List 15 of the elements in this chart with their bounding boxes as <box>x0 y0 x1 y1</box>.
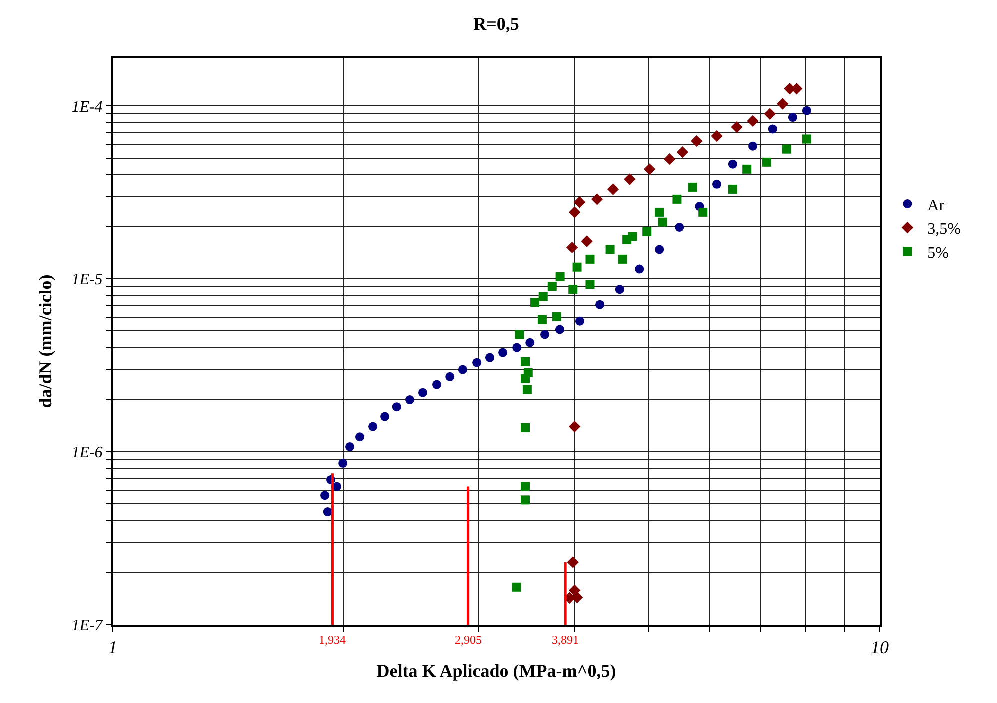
legend-label: 5% <box>928 244 949 262</box>
annotation: 2,905 <box>455 633 482 647</box>
y-tick-label: 1E-5 <box>72 272 103 289</box>
y-tick-label: 1E-6 <box>72 444 103 462</box>
x-tick-label: 10 <box>871 638 889 658</box>
annotation: 1,934 <box>319 633 346 647</box>
legend-label: 3,5% <box>928 221 961 238</box>
x-axis-title: Delta K Aplicado (MPa-m^0,5) <box>376 661 616 682</box>
chart-title: R=0,5 <box>474 14 520 34</box>
annotation: 3,891 <box>552 633 579 647</box>
legend-label: Ar <box>928 197 946 214</box>
y-tick-label: 1E-7 <box>72 618 104 635</box>
x-tick-label: 1 <box>108 638 118 658</box>
y-tick-label: 1E-4 <box>72 98 103 116</box>
y-axis-title: da/dN (mm/ciclo) <box>35 274 56 408</box>
